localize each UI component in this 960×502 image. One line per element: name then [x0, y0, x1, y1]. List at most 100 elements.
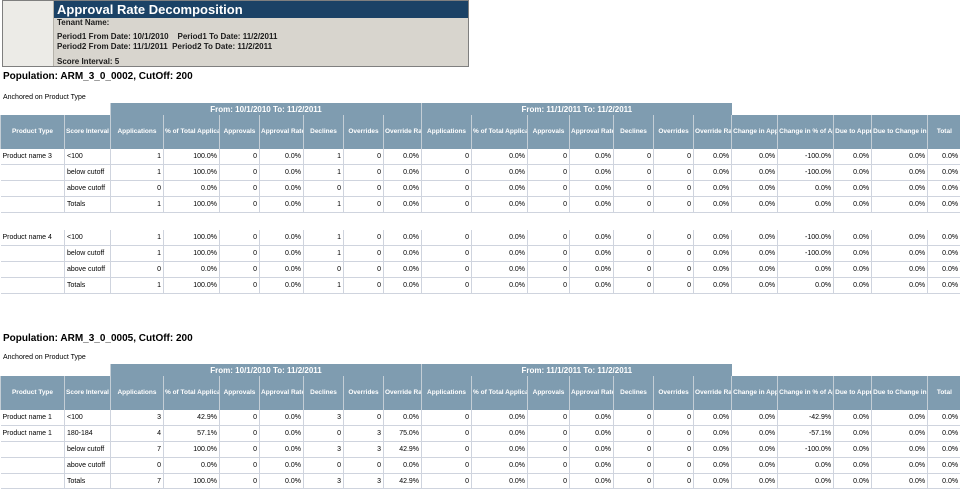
cell-p2-applications: 0: [421, 473, 473, 490]
table-row: below cutoff 7 100.0% 0 0.0% 3 3 42.9% 0 0.0% 0 0.0…: [0, 441, 960, 458]
cell-p2-applications: 0: [421, 149, 473, 166]
cell-p1-applications: 1: [110, 277, 164, 294]
cell-p1-approvals: 0: [219, 425, 260, 443]
cell-p1-overrides: 0: [343, 410, 384, 427]
cell-p2-declines: 0: [613, 230, 655, 247]
cell-due-to-change-pct: 0.0%: [871, 261, 929, 279]
cell-p1-overrides: 3: [343, 441, 384, 458]
cell-p1-applications: 1: [110, 230, 164, 247]
report-header: Approval Rate Decomposition Tenant Name:…: [2, 0, 469, 67]
col-header-p1-overrides: Overrides: [343, 376, 384, 410]
cell-p2-applications: 0: [421, 180, 473, 197]
cell-p2-applications: 0: [421, 425, 473, 443]
cell-total: 0.0%: [927, 164, 960, 182]
cell-total: 0.0%: [927, 180, 960, 197]
cell-product-type: Product name 3: [0, 149, 65, 166]
cell-p2-overrides: 0: [653, 277, 695, 294]
cell-p2-pct-applications: 0.0%: [471, 180, 529, 197]
decomposition-table-1: From: 10/1/2010 To: 11/2/2011 From: 11/1/…: [0, 103, 960, 294]
cell-p2-override-rate: 0.0%: [693, 196, 733, 213]
cell-change-pct-applications: 0.0%: [777, 261, 835, 279]
tenant-label: Tenant Name:: [57, 18, 110, 27]
cell-product-type: [0, 473, 65, 490]
period1-dates: Period1 From Date: 10/1/2010 Period1 To …: [57, 32, 278, 41]
cell-p2-approval-rate: 0.0%: [569, 261, 615, 279]
cell-change-approval-rate: 0.0%: [731, 149, 779, 166]
cell-p2-override-rate: 0.0%: [693, 180, 733, 197]
cell-p1-approvals: 0: [219, 149, 260, 166]
col-header-score-interval: Score Interval: [64, 376, 111, 410]
cell-due-to-approval-rate: 0.0%: [833, 149, 873, 166]
band-spacer: [0, 364, 111, 376]
cell-due-to-approval-rate: 0.0%: [833, 441, 873, 458]
cell-p1-declines: 3: [303, 473, 344, 490]
cell-p1-pct-applications: 100.0%: [163, 441, 220, 458]
cell-total: 0.0%: [927, 230, 960, 247]
cell-p1-approval-rate: 0.0%: [259, 164, 304, 182]
cell-p2-declines: 0: [613, 457, 655, 474]
cell-p1-pct-applications: 0.0%: [163, 261, 220, 279]
cell-change-pct-applications: -57.1%: [777, 425, 835, 443]
cell-score-interval: Totals: [64, 196, 111, 213]
cell-product-type: Product name 1: [0, 410, 65, 427]
cell-p2-pct-applications: 0.0%: [471, 441, 529, 458]
cell-p2-overrides: 0: [653, 196, 695, 213]
cell-p2-approval-rate: 0.0%: [569, 473, 615, 490]
col-header-p2-approvals: Approvals: [527, 115, 570, 149]
cell-p2-pct-applications: 0.0%: [471, 457, 529, 474]
cell-p1-overrides: 0: [343, 277, 384, 294]
cell-p1-approvals: 0: [219, 473, 260, 490]
cell-p1-applications: 0: [110, 457, 164, 474]
cell-p2-approvals: 0: [527, 441, 571, 458]
band-spacer: [731, 364, 960, 376]
col-header-change-pct-applications: Change in % of Applications: [777, 376, 834, 410]
logo-placeholder: [3, 1, 54, 66]
cell-p2-overrides: 0: [653, 149, 695, 166]
cell-score-interval: below cutoff: [64, 441, 111, 458]
table-row: above cutoff 0 0.0% 0 0.0% 0 0 0.0% 0 0.0% 0 0.0% 0 0…: [0, 261, 960, 279]
cell-p1-approval-rate: 0.0%: [259, 457, 304, 474]
cell-p1-pct-applications: 57.1%: [163, 425, 220, 443]
population-title-2: Population: ARM_3_0_0005, CutOff: 200: [3, 333, 193, 344]
cell-p1-applications: 7: [110, 473, 164, 490]
cell-score-interval: <100: [64, 410, 111, 427]
cell-due-to-approval-rate: 0.0%: [833, 425, 873, 443]
table-row: below cutoff 1 100.0% 0 0.0% 1 0 0.0% 0 0.0% 0 0.0%…: [0, 164, 960, 182]
col-header-p2-pct-applications: % of Total Applications: [471, 115, 528, 149]
cell-p2-overrides: 0: [653, 425, 695, 443]
cell-total: 0.0%: [927, 473, 960, 490]
col-header-p1-pct-applications: % of Total Applications: [163, 376, 220, 410]
table-row: Totals 1 100.0% 0 0.0% 1 0 0.0% 0 0.0% 0 0.0% 0 0 0.0%…: [0, 277, 960, 294]
cell-p1-approvals: 0: [219, 261, 260, 279]
cell-score-interval: Totals: [64, 277, 111, 294]
col-header-change-pct-applications: Change in % of Applications: [777, 115, 834, 149]
col-header-p2-overrides: Overrides: [653, 115, 694, 149]
cell-due-to-change-pct: 0.0%: [871, 196, 929, 213]
cell-p2-overrides: 0: [653, 164, 695, 182]
cell-product-type: Product name 4: [0, 230, 65, 247]
col-header-due-to-change-pct: Due to Change in % Applications: [871, 115, 928, 149]
cell-p1-approvals: 0: [219, 245, 260, 263]
cell-p2-approval-rate: 0.0%: [569, 164, 615, 182]
cell-p2-override-rate: 0.0%: [693, 149, 733, 166]
period2-band: From: 11/1/2011 To: 11/2/2011: [421, 103, 732, 115]
cell-p2-approvals: 0: [527, 180, 571, 197]
cell-score-interval: above cutoff: [64, 180, 111, 197]
cell-change-approval-rate: 0.0%: [731, 277, 779, 294]
col-header-due-to-change-pct: Due to Change in % Applications: [871, 376, 928, 410]
cell-p1-approval-rate: 0.0%: [259, 425, 304, 443]
cell-change-approval-rate: 0.0%: [731, 196, 779, 213]
col-header-p1-declines: Declines: [303, 115, 344, 149]
col-header-p2-pct-applications: % of Total Applications: [471, 376, 528, 410]
cell-change-approval-rate: 0.0%: [731, 230, 779, 247]
cell-p1-declines: 1: [303, 230, 344, 247]
cell-due-to-approval-rate: 0.0%: [833, 196, 873, 213]
column-header-row: Product Type Score Interval Applications% …: [0, 115, 960, 149]
col-header-change-approval-rate: Change in Approval Rate: [731, 376, 778, 410]
cell-p2-approvals: 0: [527, 164, 571, 182]
cell-change-pct-applications: 0.0%: [777, 473, 835, 490]
table-row: Product name 4 <100 1 100.0% 0 0.0% 1 0 0.0% 0 0.0…: [0, 230, 960, 247]
cell-p1-declines: 1: [303, 149, 344, 166]
cell-total: 0.0%: [927, 441, 960, 458]
cell-p1-override-rate: 75.0%: [383, 425, 423, 443]
